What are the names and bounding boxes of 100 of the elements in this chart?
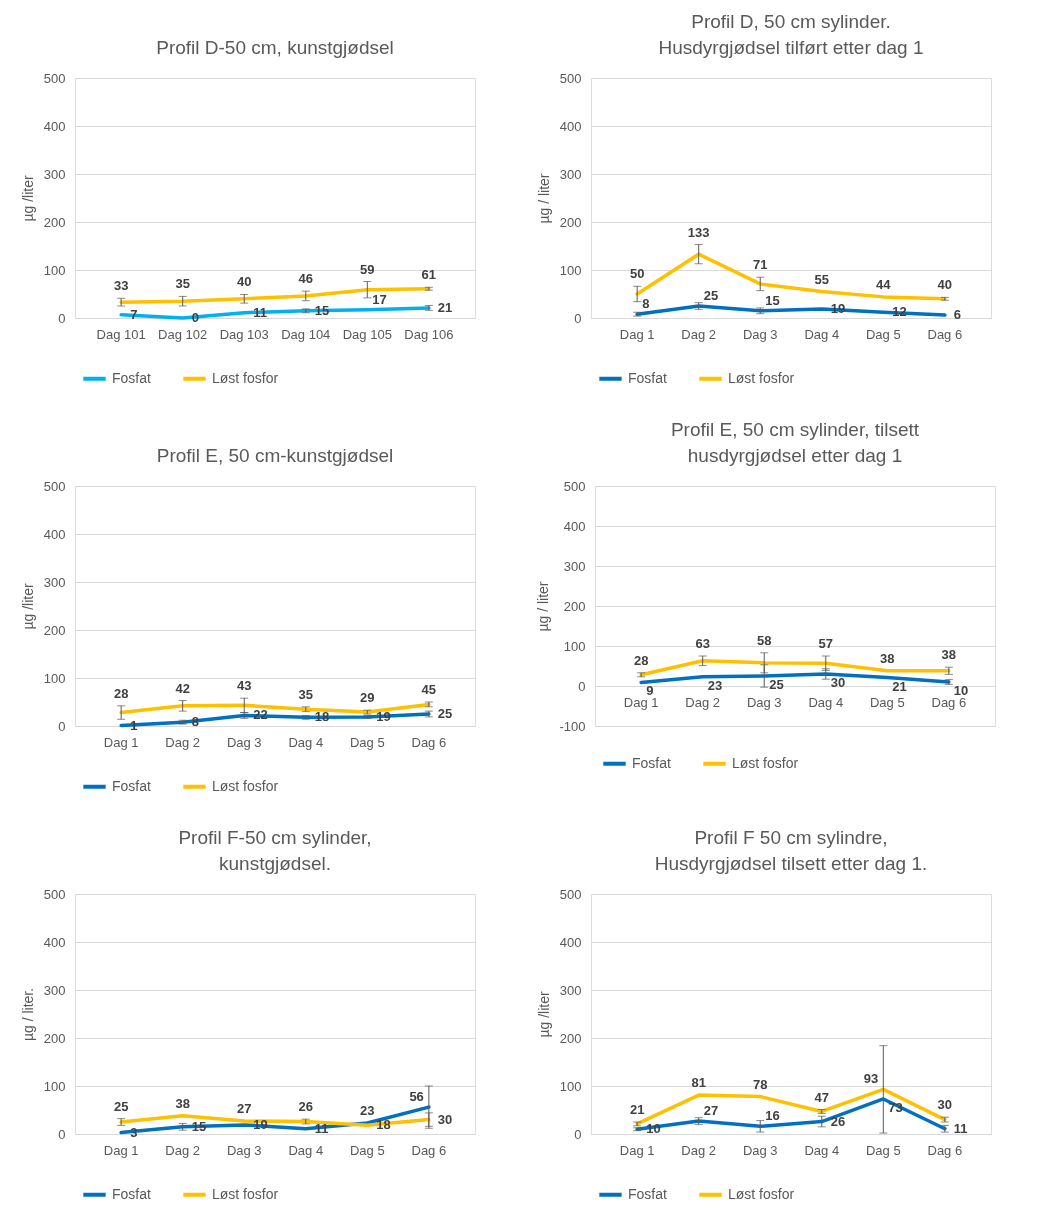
data-label: 46 — [298, 271, 313, 287]
data-label: 15 — [191, 1118, 207, 1134]
data-label: 3 — [130, 1124, 138, 1140]
data-label: 19 — [376, 708, 391, 724]
y-tick-label: 200 — [43, 622, 66, 638]
y-axis-title: µg / liter — [535, 173, 552, 224]
data-label: 12 — [892, 304, 907, 320]
x-tick-label: Dag 3 — [746, 694, 782, 710]
y-tick-label: 400 — [43, 526, 66, 542]
x-tick-label: Dag 1 — [619, 1142, 655, 1158]
x-tick-label: Dag 4 — [804, 1142, 840, 1158]
data-label: 17 — [372, 291, 387, 307]
data-label: 23 — [360, 1102, 375, 1118]
data-label: 56 — [409, 1089, 424, 1105]
data-label: 59 — [360, 261, 375, 277]
data-label: 93 — [863, 1071, 879, 1087]
y-tick-label: 300 — [43, 166, 66, 182]
chart-title: Profil E, 50 cm-kunstgjødsel — [156, 445, 394, 466]
x-tick-label: Dag 4 — [804, 326, 840, 342]
y-tick-label: 300 — [559, 982, 582, 998]
y-tick-label: 0 — [578, 678, 586, 694]
data-label: 42 — [175, 680, 190, 696]
x-tick-label: Dag 101 — [96, 326, 146, 342]
data-label: 61 — [421, 267, 437, 283]
y-tick-label: 200 — [559, 214, 582, 230]
x-tick-label: Dag 2 — [681, 1142, 717, 1158]
data-label: 38 — [880, 650, 895, 666]
y-tick-label: 100 — [559, 262, 582, 278]
legend-label: Løst fosfor — [212, 369, 279, 386]
x-tick-label: Dag 4 — [288, 734, 324, 750]
data-label: 57 — [818, 636, 833, 651]
data-label: 6 — [953, 307, 962, 323]
data-label: 27 — [703, 1103, 719, 1119]
y-tick-label: 500 — [563, 478, 586, 494]
y-tick-label: -100 — [559, 718, 586, 734]
data-label: 25 — [437, 706, 453, 721]
y-tick-label: 0 — [58, 1126, 66, 1142]
y-tick-label: 200 — [559, 1030, 582, 1046]
x-tick-label: Dag 5 — [349, 734, 385, 750]
y-tick-label: 0 — [574, 310, 582, 326]
data-label: 21 — [437, 299, 453, 315]
data-label: 55 — [814, 271, 829, 287]
legend-label: Fosfat — [632, 754, 672, 771]
data-label: 45 — [421, 682, 437, 697]
y-tick-label: 0 — [58, 310, 66, 326]
x-tick-label: Dag 1 — [103, 1142, 139, 1158]
y-axis-title: µg / liter — [535, 581, 552, 632]
data-label: 40 — [937, 277, 953, 293]
legend-label: Løst fosfor — [728, 1185, 795, 1202]
legend-label: Løst fosfor — [212, 1185, 279, 1202]
y-tick-label: 500 — [43, 886, 66, 902]
data-label: 35 — [298, 686, 313, 702]
y-tick-label: 0 — [574, 1126, 582, 1142]
data-label: 18 — [376, 1117, 391, 1133]
y-tick-label: 100 — [43, 1078, 66, 1094]
y-tick-label: 100 — [559, 1078, 582, 1094]
data-label: 8 — [191, 714, 199, 730]
data-label: 133 — [687, 224, 710, 240]
data-label: 11 — [253, 304, 267, 320]
y-axis-title: µg /liter — [535, 991, 552, 1038]
data-label: 19 — [830, 300, 846, 316]
y-tick-label: 200 — [43, 1030, 66, 1046]
x-tick-label: Dag 105 — [342, 326, 392, 342]
legend-label: Fosfat — [628, 369, 668, 386]
data-label: 19 — [253, 1116, 268, 1132]
data-label: 28 — [633, 652, 649, 668]
data-label: 81 — [691, 1075, 706, 1091]
y-tick-label: 300 — [563, 558, 586, 574]
x-tick-label: Dag 2 — [681, 326, 717, 342]
data-label: 71 — [753, 257, 768, 273]
data-label: 27 — [237, 1101, 252, 1117]
y-axis-title: µg /liter — [19, 175, 36, 222]
data-label: 15 — [765, 292, 780, 308]
y-tick-label: 500 — [559, 886, 582, 902]
legend-label: Løst fosfor — [732, 754, 799, 771]
y-tick-label: 100 — [43, 262, 66, 278]
data-label: 35 — [175, 276, 190, 292]
y-tick-label: 400 — [43, 934, 66, 950]
data-label: 16 — [765, 1108, 780, 1124]
x-tick-label: Dag 4 — [288, 1142, 324, 1158]
x-tick-label: Dag 102 — [158, 326, 208, 342]
data-label: 50 — [629, 266, 645, 282]
x-tick-label: Dag 103 — [219, 326, 269, 342]
chart-title: Profil D-50 cm, kunstgjødsel — [156, 37, 394, 58]
y-tick-label: 500 — [43, 478, 66, 494]
chart-title: Profil F-50 cm sylinder, kunstgjødsel. — [178, 827, 372, 874]
data-label: 63 — [695, 636, 710, 651]
line-series — [119, 712, 431, 728]
x-tick-label: Dag 106 — [404, 326, 454, 342]
y-tick-label: 400 — [559, 118, 582, 134]
data-label: 26 — [830, 1113, 846, 1129]
y-tick-label: 0 — [58, 718, 66, 734]
x-tick-label: Dag 6 — [927, 1142, 963, 1158]
x-tick-label: Dag 2 — [165, 734, 201, 750]
data-label: 11 — [953, 1120, 968, 1136]
data-label: 28 — [113, 685, 129, 701]
data-label: 8 — [642, 296, 650, 312]
y-tick-label: 400 — [563, 518, 586, 534]
chart-title: Profil F 50 cm sylindre, Husdyrgjødsel tilsett etter dag 1. — [654, 827, 928, 874]
data-label: 38 — [941, 647, 957, 663]
